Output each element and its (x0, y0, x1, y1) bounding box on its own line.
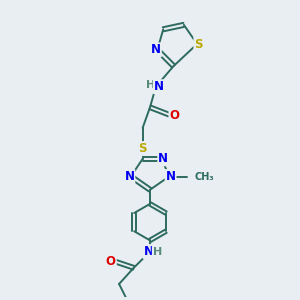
Text: O: O (169, 109, 179, 122)
Text: N: N (154, 80, 164, 93)
Text: CH₃: CH₃ (194, 172, 214, 182)
Text: N: N (124, 170, 134, 183)
Text: H: H (146, 80, 155, 90)
Text: O: O (106, 255, 116, 268)
Text: N: N (151, 44, 161, 56)
Text: H: H (153, 247, 162, 256)
Text: S: S (194, 38, 203, 50)
Text: N: N (158, 152, 168, 165)
Text: N: N (143, 245, 154, 258)
Text: N: N (166, 170, 176, 183)
Text: S: S (138, 142, 147, 155)
